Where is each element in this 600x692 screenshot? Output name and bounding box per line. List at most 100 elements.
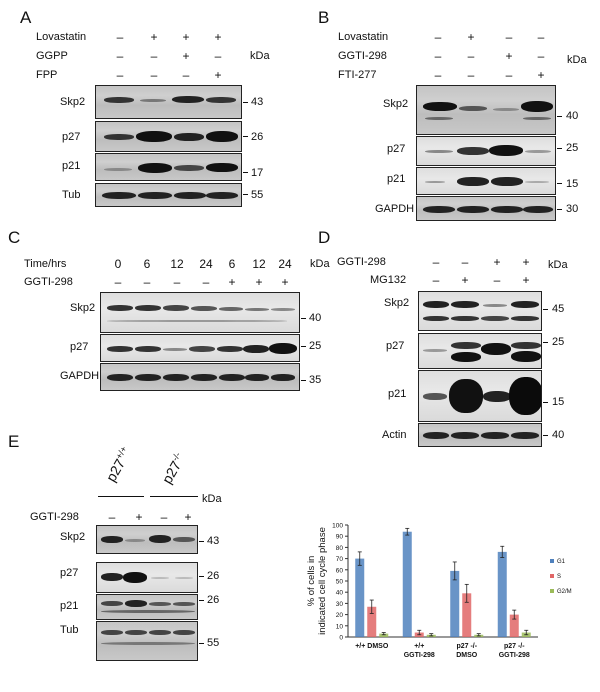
sign: – bbox=[182, 68, 190, 82]
mw-marker: 15 bbox=[552, 396, 565, 408]
sign: – bbox=[202, 275, 210, 289]
blot-p27 bbox=[416, 136, 556, 166]
mw-marker: 43 bbox=[207, 535, 220, 547]
time-value: 6 bbox=[228, 257, 236, 271]
sign: + bbox=[214, 68, 222, 82]
blot-actin bbox=[418, 423, 542, 447]
row-label: GAPDH bbox=[60, 370, 100, 382]
legend-swatch bbox=[550, 559, 554, 563]
blot-skp2 bbox=[95, 85, 242, 119]
category-label: GGTI-298 bbox=[404, 652, 435, 659]
category-label: p27 -/- bbox=[504, 643, 525, 650]
row-label: Tub bbox=[62, 189, 81, 201]
sign: – bbox=[434, 30, 442, 44]
legend-label: G1 bbox=[557, 559, 566, 565]
blot-p27 bbox=[418, 333, 542, 369]
mw-marker: 17 bbox=[251, 167, 264, 179]
sign: – bbox=[467, 49, 475, 63]
condition-label: GGTI-298 bbox=[24, 276, 73, 288]
y-tick-label: 20 bbox=[336, 612, 344, 619]
row-label: GAPDH bbox=[375, 203, 415, 215]
row-label: p21 bbox=[388, 388, 407, 400]
sign: + bbox=[182, 49, 190, 63]
sign: + bbox=[214, 30, 222, 44]
y-tick-label: 70 bbox=[336, 556, 344, 563]
sign: – bbox=[116, 68, 124, 82]
bar bbox=[462, 593, 472, 637]
panel-letter: D bbox=[318, 228, 331, 247]
row-label: p21 bbox=[387, 173, 406, 185]
sign: + bbox=[505, 49, 513, 63]
sign: – bbox=[434, 49, 442, 63]
sign: – bbox=[434, 68, 442, 82]
mw-marker: 55 bbox=[251, 189, 264, 201]
sign: + bbox=[135, 510, 143, 524]
y-tick-label: 60 bbox=[336, 567, 344, 574]
sign: + bbox=[228, 275, 236, 289]
blot-p21 bbox=[416, 167, 556, 195]
category-label: p27 -/- bbox=[456, 643, 477, 650]
sign: + bbox=[461, 273, 469, 287]
panel-letter: A bbox=[20, 8, 32, 27]
sign: – bbox=[173, 275, 181, 289]
y-tick-label: 10 bbox=[336, 623, 344, 630]
sign: + bbox=[150, 30, 158, 44]
time-value: 12 bbox=[170, 257, 184, 271]
blot-p21 bbox=[418, 370, 542, 422]
blot-skp2 bbox=[100, 292, 300, 333]
blot-p21 bbox=[96, 594, 198, 620]
y-axis-label: % of cells in bbox=[306, 556, 317, 607]
blot-p27 bbox=[100, 334, 300, 362]
mw-marker: 40 bbox=[566, 110, 579, 122]
sign: + bbox=[255, 275, 263, 289]
mw-marker: 43 bbox=[251, 96, 264, 108]
mw-marker: 25 bbox=[309, 340, 322, 352]
blot-skp2 bbox=[416, 85, 556, 135]
row-label: p27 bbox=[70, 341, 89, 353]
condition-label: GGTI-298 bbox=[338, 50, 387, 62]
mw-marker: 25 bbox=[566, 142, 579, 154]
y-tick-label: 80 bbox=[336, 545, 344, 552]
time-value: 0 bbox=[114, 257, 122, 271]
sign: – bbox=[505, 30, 513, 44]
legend-swatch bbox=[550, 574, 554, 578]
y-tick-label: 100 bbox=[332, 523, 343, 530]
sign: – bbox=[467, 68, 475, 82]
sign: – bbox=[432, 273, 440, 287]
row-label: Skp2 bbox=[60, 531, 86, 543]
sign: – bbox=[461, 255, 469, 269]
row-label: p27 bbox=[62, 131, 81, 143]
bar bbox=[379, 633, 389, 637]
time-value: 24 bbox=[278, 257, 292, 271]
sign: – bbox=[116, 30, 124, 44]
bar bbox=[402, 531, 412, 637]
mw-marker: 26 bbox=[251, 131, 264, 143]
sign: + bbox=[281, 275, 289, 289]
condition-label: FTI-277 bbox=[338, 69, 377, 81]
time-value: 6 bbox=[143, 257, 151, 271]
time-value: 24 bbox=[199, 257, 213, 271]
kda-label: kDa bbox=[548, 259, 568, 271]
sign: – bbox=[160, 510, 168, 524]
y-tick-label: 50 bbox=[336, 579, 344, 586]
blot-gapdh bbox=[416, 196, 556, 221]
category-label: DMSO bbox=[456, 652, 478, 659]
chart-svg: 0 10 20 30 40 50 60 70 80 90 100 % of cells in indic… bbox=[306, 523, 572, 660]
condition-label: FPP bbox=[36, 69, 58, 81]
panel-letter: C bbox=[8, 228, 21, 247]
kda-label: kDa bbox=[250, 50, 270, 62]
mw-marker: 15 bbox=[566, 178, 579, 190]
row-label: p27 bbox=[387, 143, 406, 155]
bar bbox=[450, 570, 460, 637]
cell-cycle-chart: 0 10 20 30 40 50 60 70 80 90 100 % of cells in indic… bbox=[290, 515, 590, 685]
row-label: Skp2 bbox=[383, 98, 409, 110]
mw-marker: 55 bbox=[207, 637, 220, 649]
blot-skp2 bbox=[418, 291, 542, 331]
blot-p27 bbox=[95, 121, 242, 152]
sign: – bbox=[537, 30, 545, 44]
condition-label: GGTI-298 bbox=[337, 256, 386, 268]
sign: – bbox=[214, 49, 222, 63]
sign: – bbox=[143, 275, 151, 289]
sign: + bbox=[537, 68, 545, 82]
condition-label: MG132 bbox=[370, 274, 407, 286]
